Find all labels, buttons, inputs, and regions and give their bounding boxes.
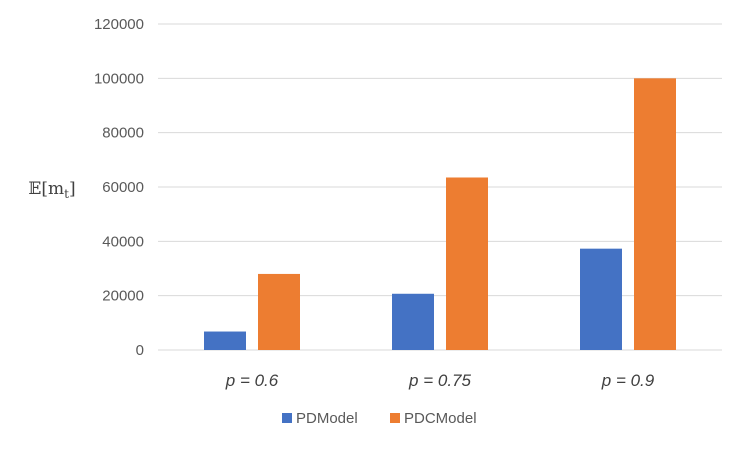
y-tick-label-3: 60000 xyxy=(102,179,144,196)
y-tick-label-6: 120000 xyxy=(94,16,144,33)
grid-lines xyxy=(158,23,722,351)
y-axis-label: 𝔼[mt] xyxy=(28,179,75,201)
bar-pdmodel-0 xyxy=(204,331,246,350)
legend-label-pdcmodel: PDCModel xyxy=(404,410,477,427)
bar-pdcmodel-0 xyxy=(258,273,300,350)
y-axis-ticks: 0 20000 40000 60000 80000 100000 120000 xyxy=(94,16,144,359)
bar-pdmodel-1 xyxy=(392,293,434,350)
legend: PDModel PDCModel xyxy=(282,410,477,427)
legend-swatch-pdcmodel xyxy=(390,413,400,423)
x-axis-categories: p = 0.6 p = 0.75 p = 0.9 xyxy=(225,371,655,390)
bar-pdcmodel-2 xyxy=(634,78,676,350)
x-category-label-2: p = 0.9 xyxy=(601,371,655,390)
x-category-label-1: p = 0.75 xyxy=(408,371,471,390)
x-category-label-0: p = 0.6 xyxy=(225,371,279,390)
y-tick-label-4: 80000 xyxy=(102,125,144,142)
bars xyxy=(204,78,676,350)
legend-swatch-pdmodel xyxy=(282,413,292,423)
bar-pdmodel-2 xyxy=(580,248,622,350)
legend-label-pdmodel: PDModel xyxy=(296,410,358,427)
y-tick-label-0: 0 xyxy=(136,342,144,359)
y-tick-label-5: 100000 xyxy=(94,70,144,87)
bar-pdcmodel-1 xyxy=(446,177,488,350)
y-tick-label-1: 20000 xyxy=(102,288,144,305)
y-tick-label-2: 40000 xyxy=(102,233,144,250)
